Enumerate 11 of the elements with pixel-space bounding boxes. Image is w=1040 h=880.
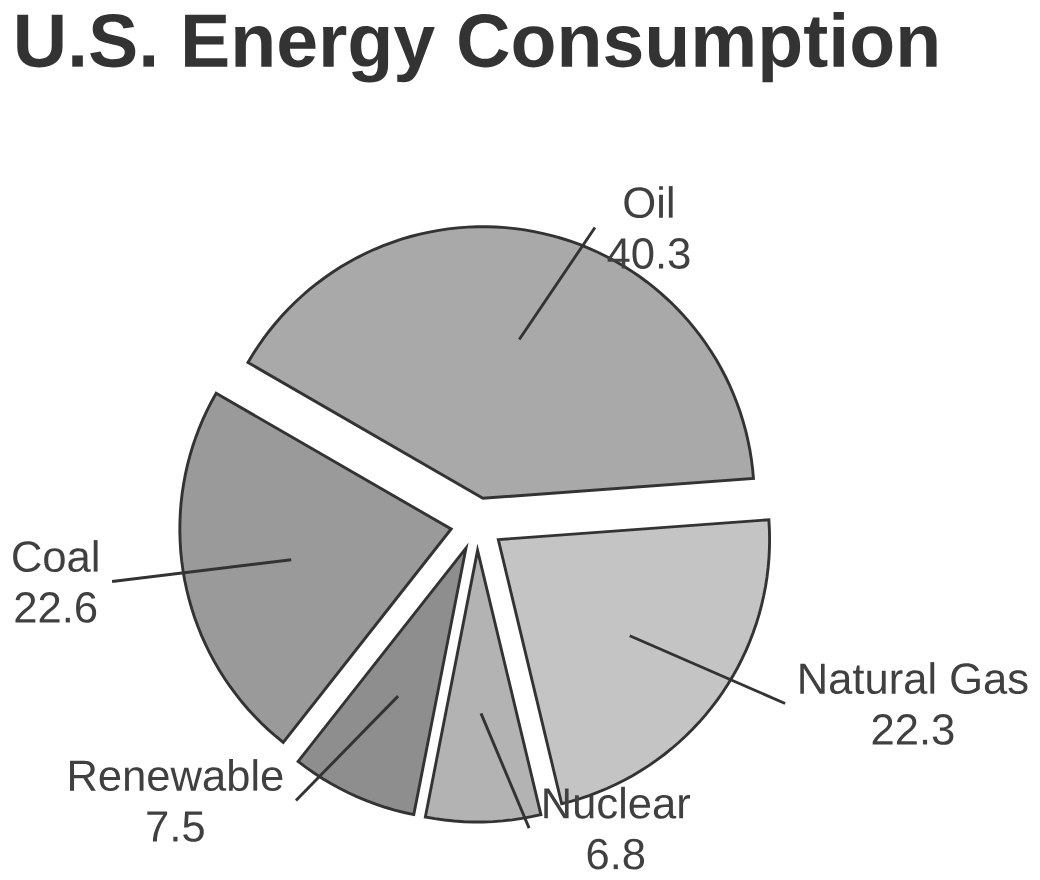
slice-label: Nuclear <box>544 786 691 819</box>
data-label: 6.8 <box>587 838 645 870</box>
chart-title: U.S. Energy Consumption <box>17 11 937 83</box>
slice-label: Oil <box>624 185 673 218</box>
data-label: 22.3 <box>872 713 954 745</box>
slice-label: Renewable <box>70 758 283 791</box>
slice-label: Natural Gas <box>800 661 1028 694</box>
data-label: 22.6 <box>15 591 97 623</box>
slice-label: Coal <box>13 539 98 572</box>
data-label: 40.3 <box>607 237 690 269</box>
data-label: 7.5 <box>147 811 204 842</box>
